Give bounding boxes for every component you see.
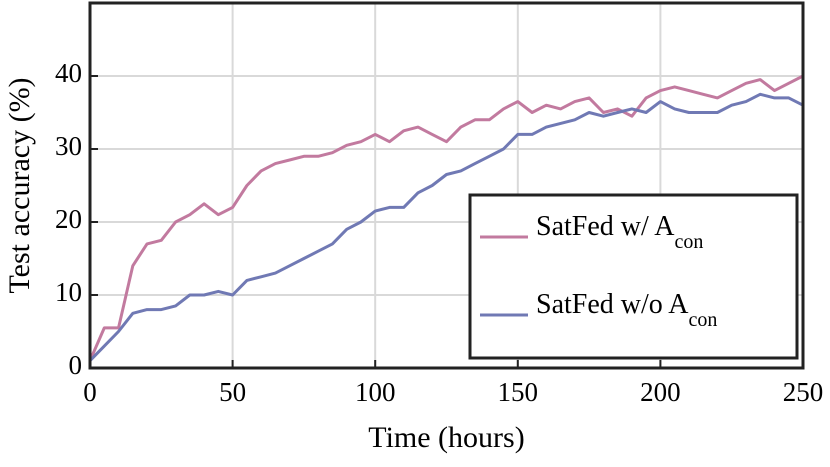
plot-frame xyxy=(88,1,805,370)
y-tick-label: 0 xyxy=(69,350,83,380)
x-tick-label: 200 xyxy=(640,377,681,407)
y-tick-label: 40 xyxy=(55,58,82,88)
legend-box xyxy=(468,193,799,360)
legend-subscript: con xyxy=(674,231,703,253)
x-tick-label: 250 xyxy=(783,377,824,407)
y-tick-label: 10 xyxy=(55,277,82,307)
x-tick-label: 50 xyxy=(219,377,246,407)
x-tick-label: 0 xyxy=(83,377,97,407)
x-axis-title: Time (hours) xyxy=(368,421,524,454)
x-tick-label: 150 xyxy=(498,377,539,407)
legend-subscript: con xyxy=(688,309,717,331)
y-tick-label: 20 xyxy=(55,204,82,234)
legend-name: SatFed w/ A xyxy=(536,211,675,242)
legend-name: SatFed w/o A xyxy=(536,289,689,320)
series-line xyxy=(88,92,804,362)
y-tick-label: 30 xyxy=(55,131,82,161)
legend-label: SatFed w/ Acon xyxy=(536,211,703,252)
y-axis-title: Test accuracy (%) xyxy=(3,77,36,293)
x-tick-label: 100 xyxy=(355,377,396,407)
series-line xyxy=(88,74,804,362)
legend-label: SatFed w/o Acon xyxy=(536,289,717,330)
